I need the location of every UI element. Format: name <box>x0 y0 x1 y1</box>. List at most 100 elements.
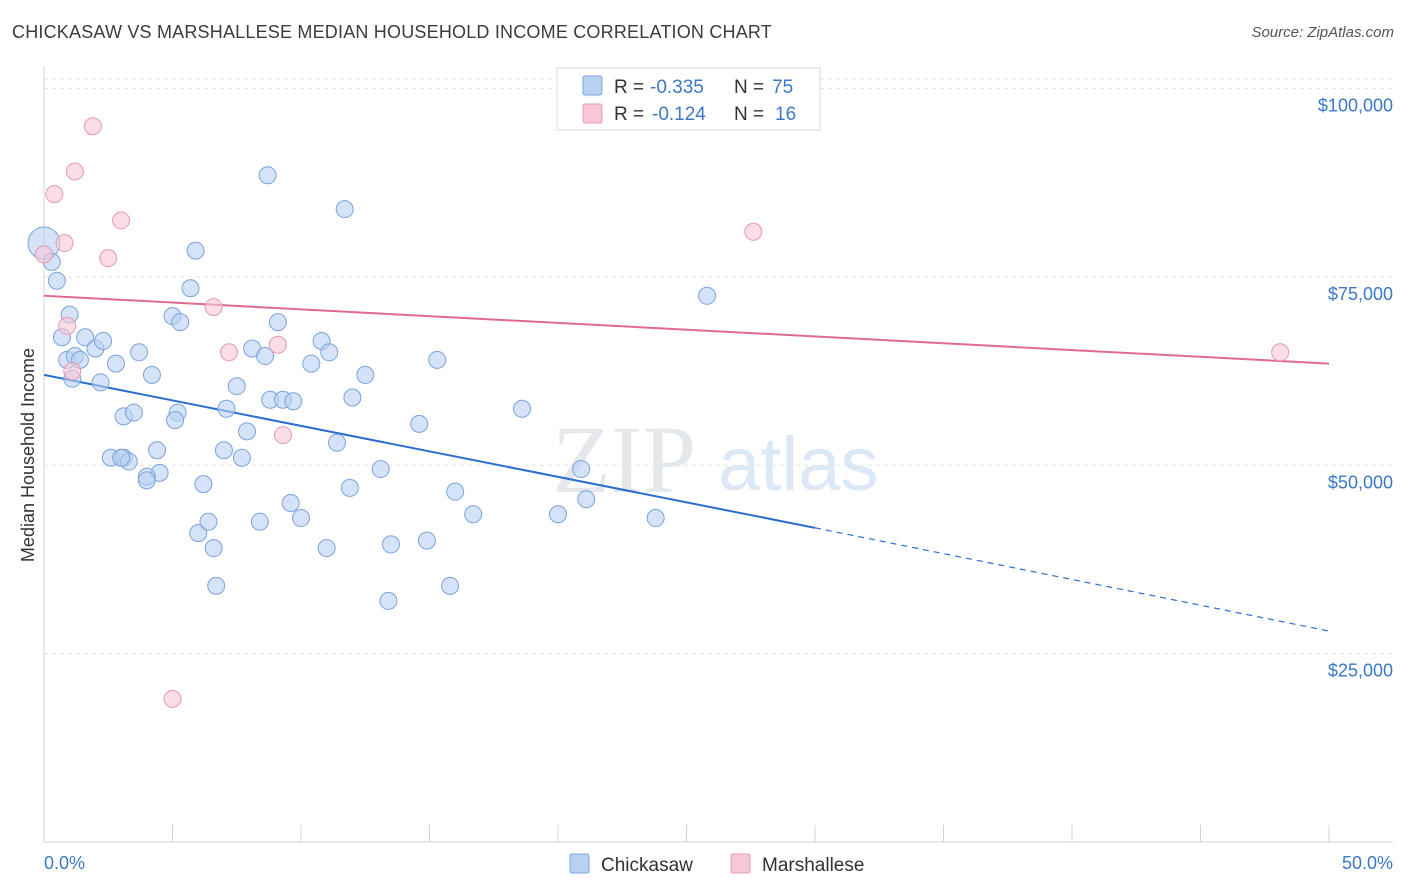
point-chickasaw <box>335 200 354 219</box>
legend-swatch-chickasaw <box>582 75 603 96</box>
point-marshallese <box>35 245 53 264</box>
point-chickasaw <box>646 509 665 528</box>
point-chickasaw <box>302 354 321 373</box>
point-chickasaw <box>320 343 339 362</box>
point-marshallese <box>112 211 131 230</box>
point-chickasaw <box>549 505 567 524</box>
point-chickasaw <box>371 460 390 479</box>
point-chickasaw <box>428 350 447 369</box>
point-chickasaw <box>189 524 208 543</box>
point-chickasaw <box>250 512 269 531</box>
trend-lines <box>43 294 1330 632</box>
point-chickasaw <box>186 241 205 260</box>
data-points <box>27 117 1290 708</box>
point-chickasaw <box>137 471 156 490</box>
point-chickasaw <box>410 414 429 433</box>
legend-swatch-marshallese <box>582 103 603 124</box>
point-chickasaw <box>343 388 362 407</box>
legend-n-value-marshallese: 16 <box>775 104 796 125</box>
legend-r-label-marshallese: R = <box>614 104 644 125</box>
point-chickasaw <box>379 591 398 610</box>
point-chickasaw <box>227 377 246 396</box>
point-chickasaw <box>112 448 131 467</box>
trend-line-chickasaw <box>43 373 816 529</box>
point-chickasaw <box>106 354 125 373</box>
axes: $25,000 $50,000 $75,000 $100,000 <box>43 66 1393 843</box>
point-marshallese <box>65 162 84 181</box>
point-chickasaw <box>148 441 167 460</box>
point-chickasaw <box>47 271 66 290</box>
legend-n-label-marshallese: N = <box>734 104 764 125</box>
point-marshallese <box>220 343 239 362</box>
x-tick-min: 0.0% <box>44 853 85 873</box>
point-chickasaw <box>317 539 336 558</box>
point-marshallese <box>45 185 64 204</box>
series-legend-label-marshallese: Marshallese <box>762 855 864 876</box>
x-tick-max: 50.0% <box>1342 853 1393 873</box>
grid-lines <box>44 78 1393 655</box>
point-chickasaw <box>194 475 213 494</box>
point-marshallese <box>274 426 293 445</box>
stats-legend: R = -0.335 N = 75 R = -0.124 N = 16 <box>556 67 821 131</box>
legend-n-value-chickasaw: 75 <box>772 77 793 98</box>
point-chickasaw <box>142 365 161 384</box>
point-chickasaw <box>513 399 532 418</box>
legend-r-label-chickasaw: R = <box>614 77 644 98</box>
point-chickasaw <box>217 399 236 418</box>
y-tick-label: $100,000 <box>1318 96 1393 116</box>
series-legend-label-chickasaw: Chickasaw <box>601 855 693 876</box>
point-chickasaw <box>577 490 596 509</box>
point-chickasaw <box>464 505 483 524</box>
watermark: ZIP atlas <box>552 406 879 513</box>
point-marshallese <box>163 689 182 708</box>
watermark-atlas: atlas <box>718 422 879 507</box>
point-marshallese <box>55 234 74 253</box>
point-chickasaw <box>76 328 95 347</box>
point-chickasaw <box>238 422 257 441</box>
point-chickasaw <box>207 576 226 595</box>
point-chickasaw <box>572 460 591 479</box>
point-chickasaw <box>281 493 300 512</box>
y-axis-label: Median Household Income <box>18 348 38 562</box>
point-chickasaw <box>417 531 436 550</box>
point-marshallese <box>268 335 287 354</box>
series-legend: Chickasaw Marshallese <box>569 853 864 876</box>
point-marshallese <box>744 222 763 241</box>
point-chickasaw <box>130 343 149 362</box>
chart-source: Source: ZipAtlas.com <box>1251 24 1394 41</box>
point-marshallese <box>99 249 118 268</box>
y-tick-label: $25,000 <box>1328 661 1393 681</box>
trend-line-chickasaw-projection <box>814 527 1330 632</box>
point-marshallese <box>83 117 102 136</box>
chart-title: CHICKASAW VS MARSHALLESE MEDIAN HOUSEHOL… <box>12 22 772 42</box>
point-chickasaw <box>446 482 465 501</box>
point-marshallese <box>1271 343 1290 362</box>
point-chickasaw <box>199 512 218 531</box>
point-chickasaw <box>356 365 375 384</box>
point-chickasaw <box>171 313 190 332</box>
point-chickasaw <box>232 448 251 467</box>
point-marshallese <box>204 298 223 317</box>
point-chickasaw <box>204 539 223 558</box>
point-chickasaw <box>256 347 275 366</box>
point-chickasaw <box>327 433 346 452</box>
point-chickasaw <box>698 286 717 305</box>
watermark-zip: ZIP <box>552 406 696 513</box>
legend-n-label-chickasaw: N = <box>734 77 764 98</box>
point-chickasaw <box>268 313 287 332</box>
trend-line-marshallese <box>43 294 1330 365</box>
point-chickasaw <box>124 403 143 422</box>
point-chickasaw <box>340 478 359 497</box>
point-chickasaw <box>292 509 310 528</box>
point-chickasaw <box>441 576 460 595</box>
point-chickasaw <box>214 441 233 460</box>
series-legend-swatch-chickasaw <box>569 853 590 874</box>
point-chickasaw <box>94 331 113 350</box>
point-chickasaw <box>258 166 277 185</box>
point-chickasaw <box>166 411 185 430</box>
point-chickasaw <box>181 279 200 298</box>
y-tick-label: $50,000 <box>1328 472 1393 492</box>
point-chickasaw <box>381 535 400 554</box>
point-chickasaw <box>284 392 303 411</box>
